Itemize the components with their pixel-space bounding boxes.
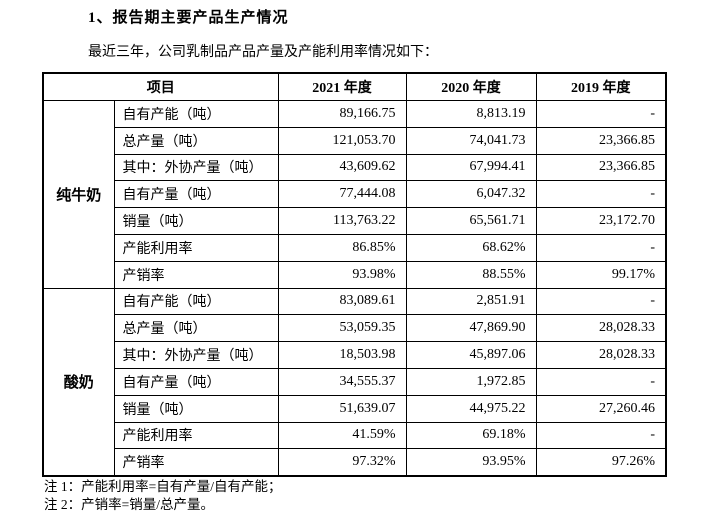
row-label-cell: 总产量（吨） [113, 126, 279, 155]
value-cell: 68.62% [405, 233, 537, 262]
value-cell: - [535, 100, 667, 128]
column-header-2019: 2019 年度 [535, 72, 667, 101]
value-cell: 93.95% [405, 448, 537, 477]
table-row: 产能利用率 86.85% 68.62% - [43, 233, 667, 262]
table-row: 纯牛奶 自有产能（吨） 89,166.75 8,813.19- [42, 100, 667, 289]
table-row: 自有产量（吨） 77,444.08 6,047.32- [43, 180, 667, 209]
row-label-cell: 产销率 [113, 260, 279, 289]
row-label-cell: 自有产能（吨） [113, 100, 279, 128]
value-cell: - [535, 233, 667, 262]
row-label-cell: 自有产能（吨） [113, 287, 279, 316]
value-cell: 6,047.32 [405, 180, 537, 209]
table-row: 销量（吨） 51,639.07 44,975.22 27,260.46 [43, 394, 667, 423]
table-row: 产销率 97.32% 93.95% 97.26% [43, 448, 667, 477]
value-cell: - [535, 367, 667, 396]
value-cell: 47,869.90 [405, 314, 537, 343]
table-header-row: 项目 2021 年度 2020 年度 2019 年度 [42, 72, 667, 101]
value-cell: 51,639.07 [277, 394, 407, 423]
product-group-cell: 酸奶 [42, 287, 115, 477]
value-cell: 86.85% [277, 233, 407, 262]
row-label-cell: 销量（吨） [113, 207, 279, 235]
value-cell: 67,994.41 [405, 153, 537, 182]
production-table: 项目 2021 年度 2020 年度 2019 年度 纯牛奶 自有产能（吨） 89,… [42, 72, 667, 478]
footnote-2: 注 2：产销率=销量/总产量。 [44, 497, 214, 512]
value-cell: 23,172.70 [535, 207, 667, 235]
value-cell: 93.98% [277, 260, 407, 289]
value-cell: 74,041.73 [405, 126, 537, 155]
table-row: 其中：外协产量（吨） 43,609.62 67,994.41 23,366.85 [43, 153, 667, 182]
value-cell: 97.32% [277, 448, 407, 477]
value-cell: 1,972.85 [405, 367, 537, 396]
value-cell: 88.55% [405, 260, 537, 289]
table-row: 总产量（吨） 121,053.70 74,041.73 23,366.85 [43, 126, 667, 155]
column-header-2021: 2021 年度 [277, 72, 407, 101]
table-body: 纯牛奶 自有产能（吨） 89,166.75 8,813.19- 总产量（吨） 121,05… [42, 100, 667, 477]
row-label-cell: 其中：外协产量（吨） [113, 341, 279, 369]
footnote-1: 注 1：产能利用率=自有产量/自有产能； [44, 479, 282, 494]
value-cell: 8,813.19 [405, 100, 537, 128]
table-row: 产能利用率 41.59% 69.18% - [43, 421, 667, 450]
value-cell: 45,897.06 [405, 341, 537, 369]
value-cell: 65,561.71 [405, 207, 537, 235]
column-header-item: 项目 [42, 72, 279, 101]
value-cell: - [535, 421, 667, 450]
table-row: 自有产量（吨） 34,555.37 1,972.85- [43, 367, 667, 396]
row-label-cell: 自有产量（吨） [113, 180, 279, 209]
footnotes: 注 1：产能利用率=自有产量/自有产能； 注 2：产销率=销量/总产量。 [44, 478, 282, 514]
value-cell: 41.59% [277, 421, 407, 450]
value-cell: 27,260.46 [535, 394, 667, 423]
row-label-cell: 其中：外协产量（吨） [113, 153, 279, 182]
table-row: 酸奶 自有产能（吨） 83,089.61 2,851.91- [42, 287, 667, 477]
value-cell: - [535, 180, 667, 209]
table-row: 销量（吨） 113,763.22 65,561.71 23,172.70 [43, 207, 667, 235]
page-subtitle: 最近三年，公司乳制品产品产量及产能利用率情况如下： [88, 45, 438, 60]
value-cell: 34,555.37 [277, 367, 407, 396]
value-cell: 69.18% [405, 421, 537, 450]
value-cell: 23,366.85 [535, 153, 667, 182]
table-row: 其中：外协产量（吨） 18,503.98 45,897.06 28,028.33 [43, 341, 667, 369]
value-cell: 89,166.75 [277, 100, 407, 128]
value-cell: - [535, 287, 667, 316]
table-row: 总产量（吨） 53,059.35 47,869.90 28,028.33 [43, 314, 667, 343]
row-label-cell: 产能利用率 [113, 421, 279, 450]
value-cell: 44,975.22 [405, 394, 537, 423]
page-title: 1、报告期主要产品生产情况 [88, 10, 289, 26]
product-group-cell: 纯牛奶 [42, 100, 115, 289]
row-label-cell: 产能利用率 [113, 233, 279, 262]
column-header-2020: 2020 年度 [405, 72, 537, 101]
value-cell: 121,053.70 [277, 126, 407, 155]
value-cell: 53,059.35 [277, 314, 407, 343]
value-cell: 43,609.62 [277, 153, 407, 182]
table-row: 产销率 93.98% 88.55% 99.17% [43, 260, 667, 289]
value-cell: 97.26% [535, 448, 667, 477]
value-cell: 28,028.33 [535, 314, 667, 343]
row-label-cell: 产销率 [113, 448, 279, 477]
value-cell: 2,851.91 [405, 287, 537, 316]
value-cell: 23,366.85 [535, 126, 667, 155]
row-label-cell: 销量（吨） [113, 394, 279, 423]
value-cell: 83,089.61 [277, 287, 407, 316]
row-label-cell: 总产量（吨） [113, 314, 279, 343]
value-cell: 77,444.08 [277, 180, 407, 209]
value-cell: 113,763.22 [277, 207, 407, 235]
value-cell: 18,503.98 [277, 341, 407, 369]
value-cell: 28,028.33 [535, 341, 667, 369]
row-label-cell: 自有产量（吨） [113, 367, 279, 396]
value-cell: 99.17% [535, 260, 667, 289]
